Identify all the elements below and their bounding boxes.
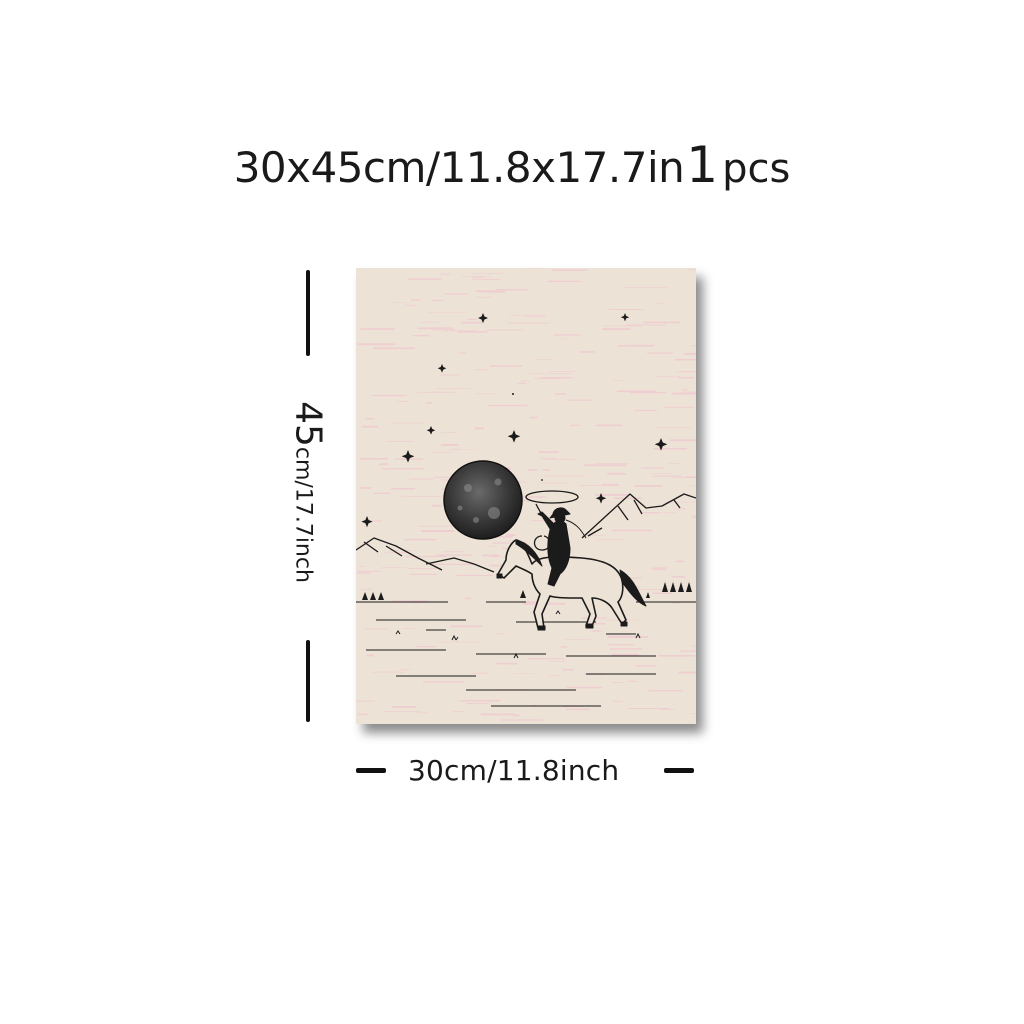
ground-lines	[356, 601, 696, 707]
size-heading-dimensions: 30x45cm/11.8x17.7in	[233, 143, 685, 192]
horse-and-rider	[496, 507, 647, 631]
mountains	[356, 493, 696, 573]
width-marker-left-dash	[356, 768, 386, 773]
height-label: 45 cm/17.7inch	[288, 401, 329, 583]
size-heading-quantity: 1	[686, 136, 719, 194]
width-label: 30cm/11.8inch	[408, 754, 620, 787]
height-marker-top-line	[306, 270, 310, 356]
poster-artwork	[356, 268, 696, 724]
poster-illustration	[356, 268, 696, 724]
moon	[443, 460, 523, 540]
grass-tufts	[395, 610, 641, 659]
size-heading-unit: pcs	[722, 146, 791, 192]
height-label-value: 45	[287, 401, 329, 447]
star-icon	[361, 313, 668, 528]
height-marker-bottom-line	[306, 640, 310, 722]
size-heading: 30x45cm/11.8x17.7in 1 pcs	[0, 136, 1024, 196]
height-label-unit: cm/17.7inch	[290, 446, 316, 583]
trees	[362, 582, 692, 600]
width-marker-right-dash	[664, 768, 694, 773]
